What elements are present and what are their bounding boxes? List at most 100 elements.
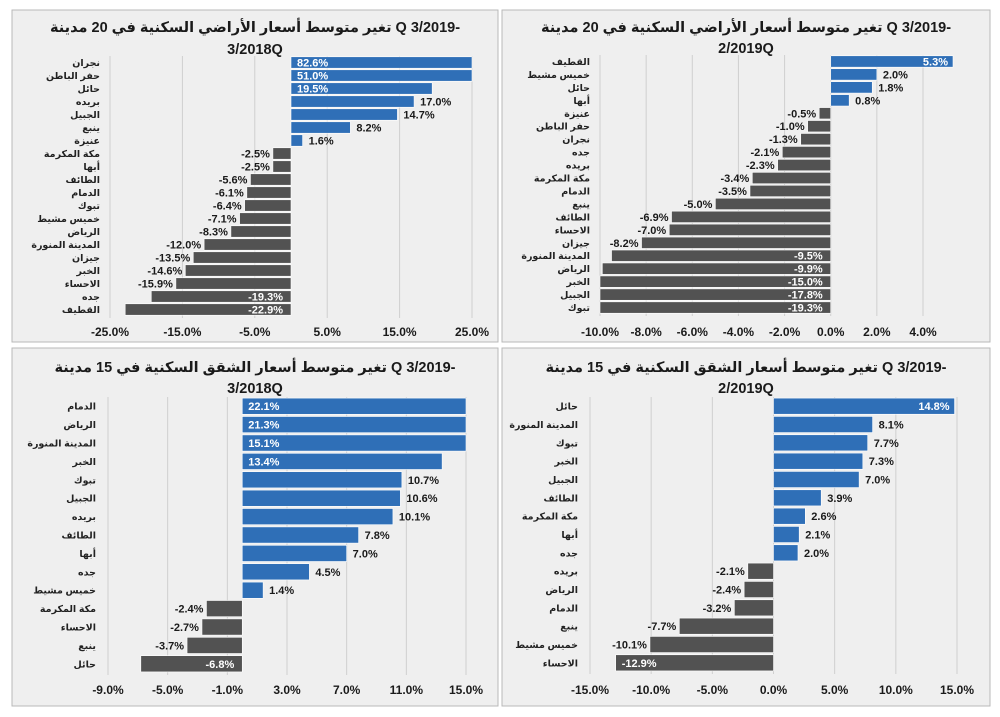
bar — [241, 526, 359, 544]
data-label: 7.7% — [874, 438, 899, 450]
category-label: حائل — [74, 659, 96, 670]
category-label: جيزان — [562, 238, 590, 249]
bar — [241, 545, 347, 562]
category-label: ينبع — [560, 622, 578, 633]
bar — [668, 223, 832, 236]
bar — [807, 120, 832, 133]
bar — [239, 212, 292, 225]
category-label: الطائف — [65, 175, 100, 186]
data-label: 15.1% — [248, 438, 279, 450]
bar — [671, 210, 832, 223]
x-tick-label: 0.0% — [760, 683, 788, 697]
bar — [241, 489, 401, 507]
bar — [830, 55, 954, 68]
category-label: الرياض — [545, 585, 578, 596]
x-tick-label: -5.0% — [697, 683, 729, 697]
chart-title: تغير متوسط أسعار الأراضي السكنية في 20 م… — [541, 18, 951, 36]
chart-panel-1: تغير متوسط أسعار الأراضي السكنية في 20 م… — [11, 9, 499, 343]
bar — [615, 654, 774, 672]
category-label: جيزان — [72, 253, 100, 264]
data-label: -17.8% — [788, 290, 823, 302]
category-label: ينبع — [78, 641, 96, 652]
bar — [241, 471, 403, 489]
chart-title: تغير متوسط أسعار الشقق السكنية في 15 مدي… — [546, 358, 947, 376]
category-label: الاحساء — [61, 623, 96, 634]
data-label: -2.1% — [751, 147, 780, 159]
category-label: مكة المكرمة — [40, 604, 96, 615]
bar — [241, 563, 310, 581]
category-label: الجبيل — [548, 475, 578, 486]
category-label: الطائف — [61, 531, 96, 542]
chart-subtitle: 3/2018Q — [227, 381, 283, 397]
bar — [201, 618, 243, 636]
data-label: 7.8% — [365, 530, 390, 542]
bar — [773, 471, 860, 488]
data-label: -9.5% — [794, 251, 823, 263]
category-label: خميس مشيط — [527, 70, 590, 81]
x-tick-label: 10.0% — [879, 683, 913, 697]
category-label: بريده — [566, 161, 590, 172]
bar — [206, 600, 243, 617]
bar — [781, 146, 832, 159]
chart-panel-2: تغير متوسط أسعار الأراضي السكنية في 20 م… — [501, 9, 991, 343]
category-label: الاحساء — [555, 225, 590, 236]
data-label: 2.1% — [805, 530, 830, 542]
x-tick-label: 15.0% — [940, 683, 974, 697]
x-tick-label: 5.0% — [821, 683, 849, 697]
category-label: القطيف — [552, 57, 590, 68]
data-label: -2.4% — [712, 585, 741, 597]
x-tick-label: -9.0% — [92, 683, 124, 697]
data-label: 0.8% — [855, 95, 880, 107]
x-tick-label: 25.0% — [455, 325, 489, 339]
data-label: 10.6% — [406, 493, 437, 505]
data-label: -2.5% — [241, 149, 270, 161]
x-tick-label: 15.0% — [383, 325, 417, 339]
category-label: المدينة المنورة — [509, 420, 578, 431]
data-label: 1.6% — [309, 136, 334, 148]
data-label: -5.0% — [684, 199, 713, 211]
bar — [272, 147, 292, 160]
bar — [830, 81, 873, 94]
category-label: جده — [82, 292, 100, 303]
data-label: -6.8% — [206, 659, 235, 671]
chart-subtitle: 3/2018Q — [227, 42, 283, 58]
category-label: ينبع — [572, 199, 590, 210]
x-tick-label: 5.0% — [314, 325, 342, 339]
bar — [773, 544, 799, 562]
data-label: -12.0% — [166, 240, 201, 252]
x-tick-label: -15.0% — [571, 683, 609, 697]
bar — [773, 452, 864, 470]
data-label: -7.1% — [208, 214, 237, 226]
x-tick-label: -5.0% — [152, 683, 184, 697]
data-label: 2.6% — [811, 511, 836, 523]
category-label: حفر الباطن — [46, 71, 100, 82]
data-label: 5.3% — [923, 56, 948, 68]
data-label: -5.6% — [219, 175, 248, 187]
bar — [290, 134, 303, 147]
category-label: حفر الباطن — [536, 122, 590, 133]
bar — [203, 238, 292, 251]
bar — [649, 636, 774, 653]
bar — [734, 599, 774, 617]
x-tick-label: 7.0% — [333, 683, 361, 697]
bar — [773, 507, 806, 525]
category-label: تبوك — [78, 201, 100, 212]
category-label: نجران — [72, 58, 100, 69]
category-label: المدينة المنورة — [27, 439, 96, 450]
bar — [773, 416, 873, 433]
bar — [751, 172, 832, 185]
category-label: حائل — [556, 402, 578, 413]
data-label: -9.9% — [794, 264, 823, 276]
data-label: 14.8% — [918, 401, 949, 413]
category-label: الجبيل — [66, 494, 96, 505]
category-label: الدمام — [71, 188, 100, 199]
data-label: -22.9% — [248, 305, 283, 317]
x-tick-label: -6.0% — [677, 325, 709, 339]
bar — [602, 262, 832, 275]
category-label: الخبر — [76, 266, 100, 277]
bar — [241, 397, 467, 415]
category-label: أبها — [561, 528, 578, 541]
data-label: -12.9% — [622, 658, 657, 670]
category-label: حائل — [568, 83, 590, 94]
category-label: المدينة المنورة — [31, 240, 100, 251]
